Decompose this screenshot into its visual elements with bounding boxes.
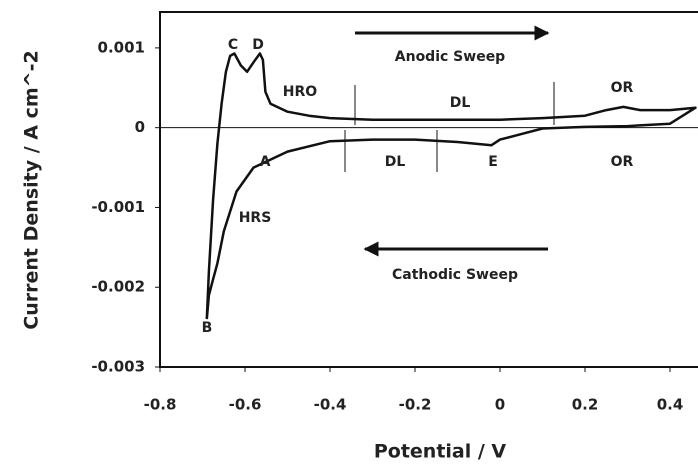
y-tick-label: -0.002 — [91, 278, 145, 296]
y-tick-label: -0.003 — [91, 358, 145, 376]
annotation: DL — [450, 95, 471, 111]
y-tick-label: 0 — [135, 118, 145, 136]
annotation: OR — [611, 154, 634, 170]
annotation: DL — [385, 154, 406, 170]
annotation: HRS — [239, 210, 272, 226]
annotation: Anodic Sweep — [395, 49, 505, 65]
y-tick-label: -0.001 — [91, 198, 145, 216]
x-tick-label: -0.6 — [229, 396, 262, 414]
cv-curve — [205, 52, 697, 320]
x-tick-label: -0.8 — [144, 396, 177, 414]
annotation: A — [260, 154, 271, 170]
annotation: OR — [611, 80, 634, 96]
x-tick-label: -0.2 — [399, 396, 432, 414]
annotation: D — [252, 37, 264, 53]
annotation: C — [228, 37, 238, 53]
annotation: HRO — [283, 84, 317, 100]
x-tick-label: 0.2 — [572, 396, 599, 414]
y-tick-label: 0.001 — [98, 38, 145, 56]
y-axis-title: Current Density / A cm^-2 — [21, 50, 43, 329]
annotation: B — [202, 320, 213, 336]
x-axis-title: Potential / V — [374, 441, 507, 463]
x-tick-label: 0.4 — [657, 396, 684, 414]
annotation: Cathodic Sweep — [392, 267, 518, 283]
x-tick-label: -0.4 — [314, 396, 347, 414]
annotation: E — [488, 154, 498, 170]
x-tick-label: 0 — [495, 396, 505, 414]
plot-frame — [159, 11, 698, 368]
